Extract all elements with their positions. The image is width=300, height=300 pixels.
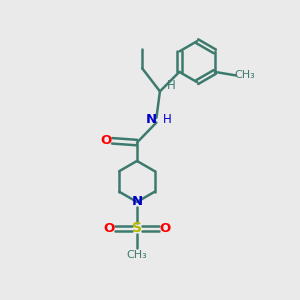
Text: N: N xyxy=(146,113,157,126)
Text: O: O xyxy=(101,134,112,147)
Text: O: O xyxy=(103,222,115,235)
Text: H: H xyxy=(163,113,172,126)
Text: O: O xyxy=(159,222,170,235)
Text: H: H xyxy=(167,79,176,92)
Text: CH₃: CH₃ xyxy=(234,70,255,80)
Text: N: N xyxy=(131,195,142,208)
Text: CH₃: CH₃ xyxy=(127,250,147,260)
Text: S: S xyxy=(132,221,142,236)
